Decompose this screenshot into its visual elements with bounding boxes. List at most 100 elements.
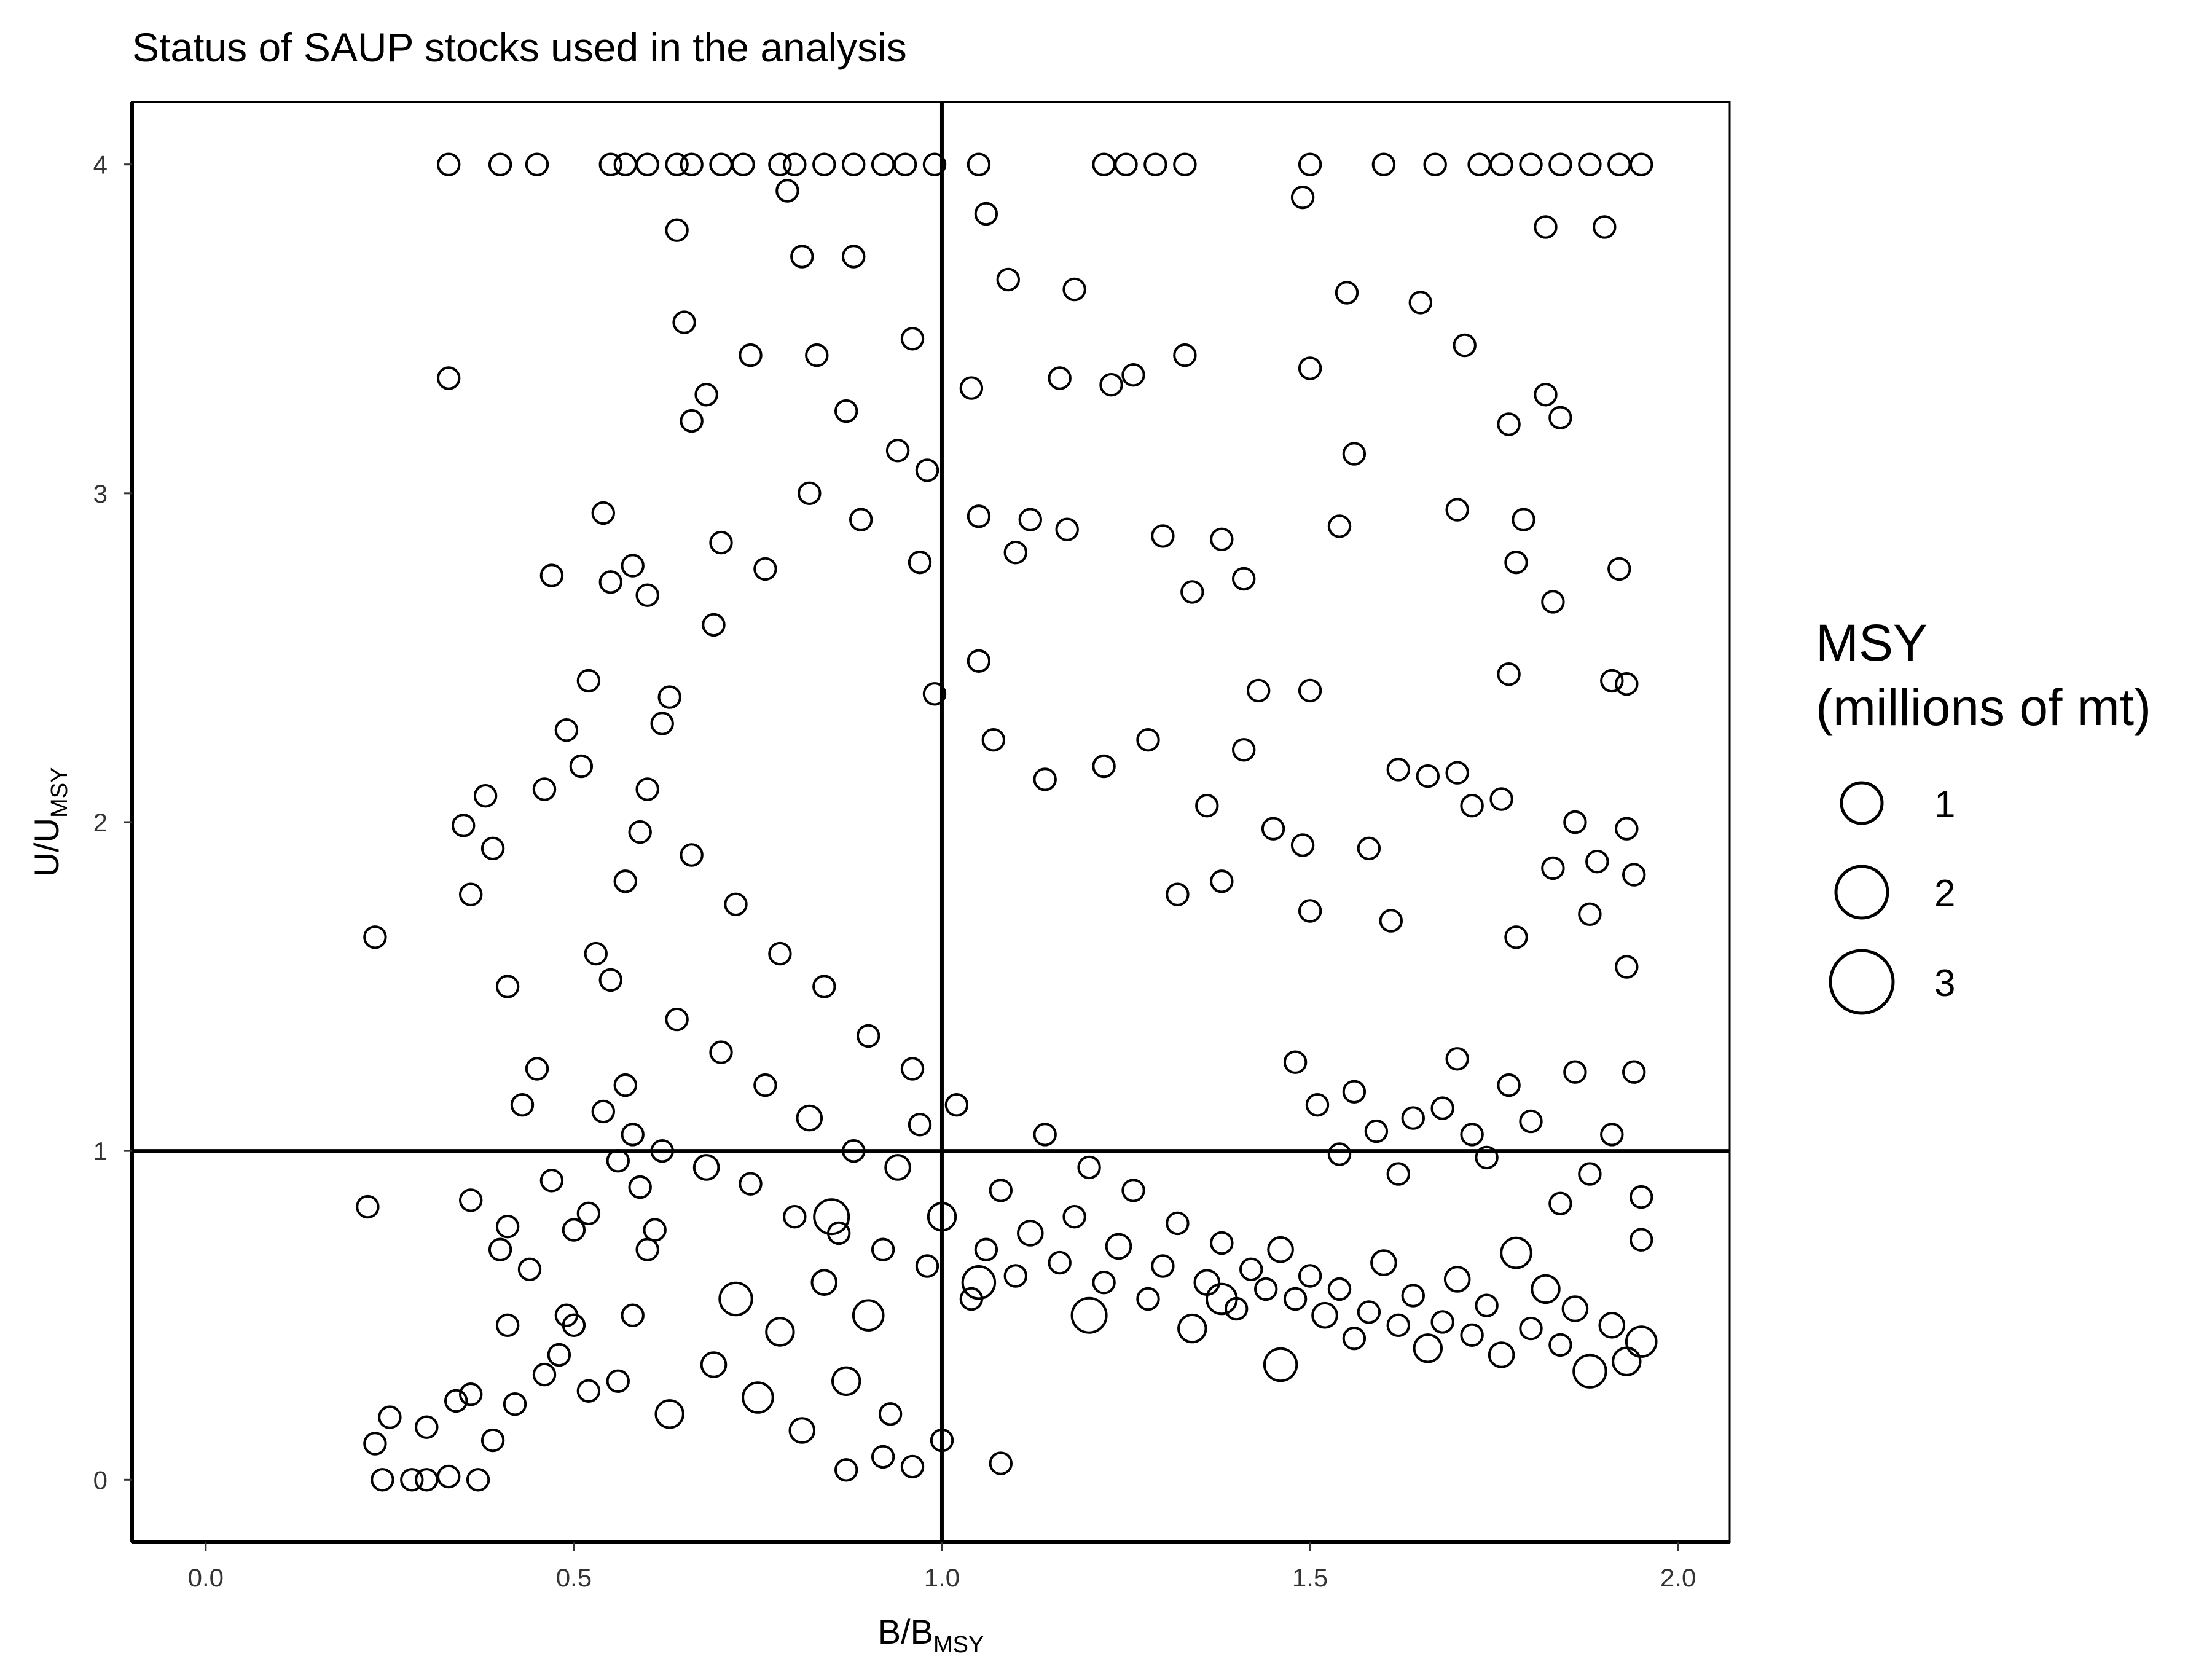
- data-point: [1092, 754, 1116, 779]
- data-point: [1195, 794, 1219, 818]
- data-point: [1092, 152, 1116, 176]
- data-point: [1077, 1155, 1101, 1180]
- data-point: [495, 1215, 520, 1239]
- data-point: [1114, 152, 1138, 176]
- data-point: [1290, 186, 1315, 210]
- data-point: [1311, 1301, 1338, 1329]
- data-point: [1173, 152, 1197, 176]
- x-tick-label: 2.0: [1660, 1563, 1696, 1592]
- data-point: [1298, 152, 1322, 176]
- data-point: [692, 1154, 720, 1181]
- data-point: [532, 777, 557, 801]
- data-point: [1534, 215, 1558, 239]
- data-point: [1600, 1123, 1624, 1147]
- x-axis-title: B/BMSY: [878, 1612, 984, 1658]
- data-point: [363, 925, 387, 949]
- data-point: [621, 1303, 645, 1327]
- data-point: [1335, 281, 1359, 305]
- data-point: [459, 1382, 483, 1406]
- data-point: [1578, 1162, 1602, 1186]
- data-point: [1232, 738, 1256, 762]
- data-point: [415, 1415, 439, 1439]
- data-point: [1630, 1185, 1653, 1209]
- data-point: [635, 1237, 659, 1261]
- data-point: [488, 152, 512, 176]
- data-point: [1290, 833, 1315, 857]
- data-point: [709, 1040, 733, 1064]
- data-point: [1364, 1119, 1389, 1143]
- data-point: [1143, 152, 1167, 176]
- data-point: [788, 1417, 816, 1444]
- data-point: [576, 1201, 601, 1226]
- data-point: [1247, 678, 1271, 703]
- data-point: [783, 152, 807, 176]
- data-point: [1298, 899, 1322, 923]
- data-point: [1561, 1295, 1589, 1322]
- data-point: [591, 501, 615, 525]
- data-point: [959, 376, 984, 400]
- data-point: [635, 152, 659, 176]
- data-point: [1504, 551, 1528, 575]
- data-point: [1003, 541, 1028, 565]
- data-point: [922, 152, 947, 176]
- data-point: [1475, 1145, 1499, 1170]
- data-point: [517, 1257, 542, 1282]
- data-point: [700, 1351, 728, 1378]
- data-point: [452, 814, 476, 837]
- data-point: [974, 1237, 998, 1261]
- data-point: [967, 504, 991, 528]
- data-point: [576, 1379, 601, 1403]
- data-point: [1048, 366, 1072, 390]
- data-point: [900, 327, 925, 351]
- data-point: [1062, 1205, 1086, 1229]
- x-tick-label: 0.5: [556, 1563, 592, 1592]
- data-point: [871, 1237, 895, 1261]
- data-point: [562, 1218, 586, 1242]
- data-point: [1578, 152, 1602, 176]
- data-point: [1430, 1096, 1454, 1120]
- data-point: [1327, 514, 1352, 538]
- data-point: [539, 563, 564, 587]
- data-point: [437, 152, 461, 176]
- data-point: [628, 1175, 652, 1199]
- data-point: [1386, 758, 1411, 782]
- data-point: [510, 1093, 535, 1117]
- data-point: [1443, 1266, 1471, 1293]
- data-point: [989, 1179, 1013, 1202]
- data-point: [1386, 1313, 1411, 1338]
- data-point: [1298, 356, 1322, 380]
- data-point: [1563, 810, 1587, 834]
- data-point: [915, 458, 939, 482]
- data-point: [598, 152, 622, 176]
- data-point: [1136, 728, 1160, 752]
- legend-title-line-1: MSY: [1816, 614, 1928, 672]
- data-point: [576, 669, 601, 693]
- x-tick-label: 1.5: [1292, 1563, 1328, 1592]
- data-point: [606, 1369, 630, 1394]
- data-point: [1232, 567, 1256, 591]
- y-tick-label: 4: [93, 151, 108, 179]
- data-point: [834, 1458, 858, 1482]
- plot-panel-border: [131, 101, 1731, 1543]
- data-point: [1379, 909, 1403, 933]
- data-point: [849, 508, 873, 531]
- data-point: [525, 152, 549, 176]
- data-point: [680, 152, 704, 176]
- data-point: [967, 649, 991, 673]
- y-axis-title-subscript: MSY: [47, 767, 73, 818]
- data-point: [621, 554, 645, 578]
- data-point: [974, 202, 998, 226]
- data-point: [812, 975, 836, 998]
- data-point: [1099, 373, 1123, 397]
- data-point: [598, 570, 622, 594]
- data-point: [775, 179, 799, 203]
- data-point: [1615, 817, 1639, 841]
- data-point: [1612, 1346, 1642, 1376]
- data-point: [718, 1281, 753, 1317]
- data-point: [1401, 1106, 1426, 1130]
- data-point: [810, 1269, 838, 1296]
- data-point: [459, 882, 483, 906]
- data-point: [842, 245, 866, 269]
- data-point: [1408, 291, 1433, 315]
- data-point: [731, 152, 755, 176]
